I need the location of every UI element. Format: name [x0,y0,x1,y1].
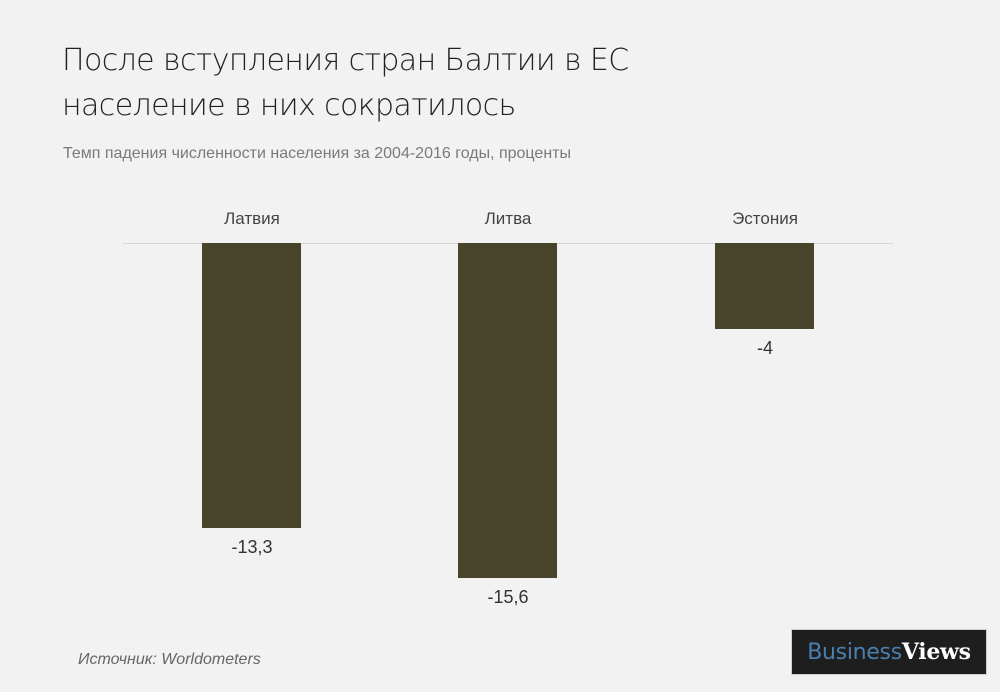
chart-title: После вступления стран Балтии в ЕС насел… [62,38,762,128]
logo-text-views: Views [901,639,971,665]
category-label-estonia: Эстония [732,209,798,228]
bar-estonia [715,243,814,329]
logo-text-business: Business [807,639,902,665]
category-label-latvia: Латвия [224,209,280,228]
businessviews-logo: Business Views [791,629,987,675]
value-label-lithuania: -15,6 [487,586,529,607]
category-label-lithuania: Литва [484,209,532,228]
value-label-latvia: -13,3 [231,537,273,558]
bar-latvia [202,243,301,529]
value-label-estonia: -4 [756,337,773,358]
bar-lithuania [458,243,557,578]
chart-subtitle: Темп падения численности населения за 20… [63,145,571,162]
chart-title-line-2: население в них сократилось [62,88,516,123]
source-note: Источник: Worldometers [78,651,261,668]
chart-title-line-1: После вступления стран Балтии в ЕС [62,43,629,78]
